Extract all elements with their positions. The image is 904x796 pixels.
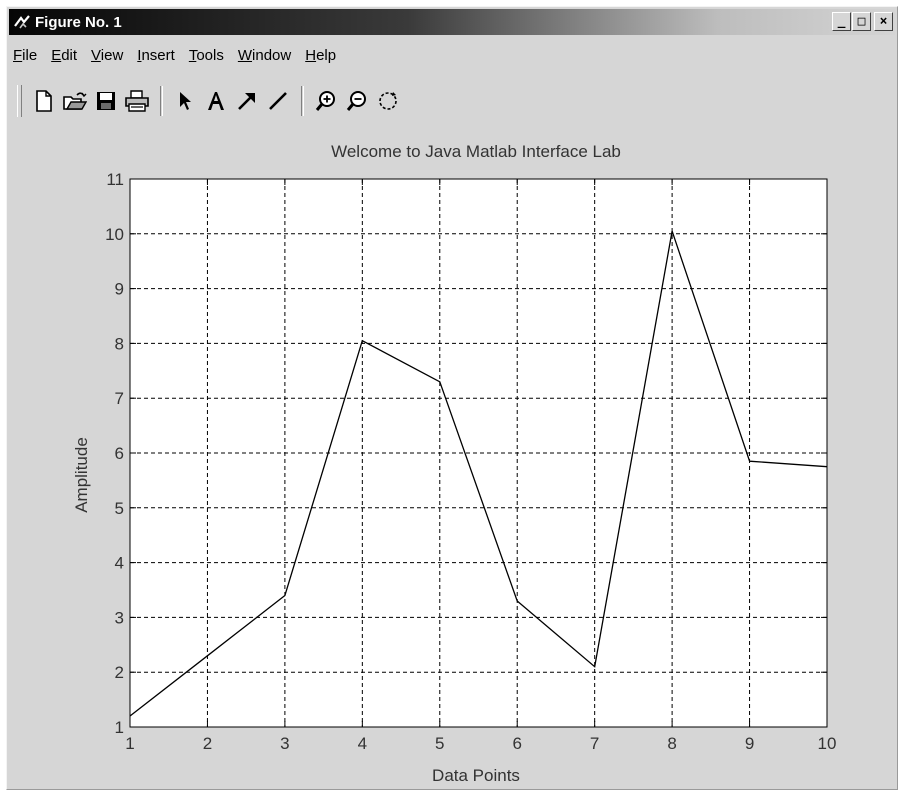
amplitude-line[interactable] [129, 230, 828, 717]
save-icon [97, 92, 115, 110]
maximize-button[interactable]: □ [852, 12, 871, 31]
x-tick-label: 8 [667, 734, 676, 753]
x-tick-label: 6 [512, 734, 521, 753]
x-tick-label: 9 [745, 734, 754, 753]
y-tick-label: 10 [105, 225, 124, 244]
y-axis-label: Amplitude [72, 437, 91, 513]
zoom-in-button[interactable] [312, 86, 340, 116]
insert-line-button[interactable] [264, 86, 292, 116]
x-axis-label: Data Points [432, 766, 520, 785]
menu-window[interactable]: Window [237, 46, 292, 64]
y-tick-label: 1 [115, 718, 124, 737]
menu-bar: File Edit View Insert Tools Window Help [13, 44, 350, 66]
y-tick-label: 5 [115, 499, 124, 518]
print-button[interactable] [123, 86, 151, 116]
x-tick-labels: 1 2 3 4 5 6 7 8 9 10 [125, 734, 836, 753]
print-icon [125, 90, 149, 112]
plot-area: Welcome to Java Matlab Interface Lab 1 2 3… [72, 142, 836, 785]
y-tick-label: 8 [115, 334, 124, 353]
new-figure-button[interactable] [30, 86, 58, 116]
zoom-out-icon [346, 91, 366, 111]
x-tick-label: 1 [125, 734, 134, 753]
text-icon [208, 92, 224, 110]
zoom-out-button[interactable] [343, 86, 371, 116]
menu-edit[interactable]: Edit [51, 46, 78, 64]
figure-canvas: Welcome to Java Matlab Interface Lab 1 2 3… [7, 129, 897, 789]
y-tick-label: 6 [115, 444, 124, 463]
y-tick-label: 3 [115, 608, 124, 627]
rotate-3d-button[interactable] [374, 86, 402, 116]
figure-window: Figure No. 1 _ □ × File Edit View Insert Too… [6, 6, 898, 790]
x-tick-label: 3 [280, 734, 289, 753]
menu-tools[interactable]: Tools [188, 46, 224, 64]
menu-file[interactable]: File [13, 46, 38, 64]
open-folder-icon [63, 92, 87, 110]
line-icon [269, 92, 287, 110]
figure-toolbar [17, 83, 405, 119]
close-button[interactable]: × [874, 12, 893, 31]
y-tick-label: 2 [115, 663, 124, 682]
insert-text-button[interactable] [202, 86, 230, 116]
insert-arrow-button[interactable] [233, 86, 261, 116]
chart-title: Welcome to Java Matlab Interface Lab [331, 142, 621, 161]
menu-insert[interactable]: Insert [137, 46, 175, 64]
axis-ticks [129, 178, 828, 728]
window-title: Figure No. 1 [35, 13, 122, 31]
x-tick-label: 4 [358, 734, 367, 753]
edit-plot-button[interactable] [171, 86, 199, 116]
matlab-figure-icon [13, 13, 31, 31]
open-file-button[interactable] [61, 86, 89, 116]
axes-background[interactable] [129, 178, 828, 728]
y-tick-label: 4 [115, 554, 124, 573]
grid-lines [130, 179, 827, 727]
x-tick-label: 10 [818, 734, 837, 753]
x-tick-label: 5 [435, 734, 444, 753]
title-bar[interactable]: Figure No. 1 _ □ × [9, 9, 895, 35]
rotate-icon [379, 92, 397, 110]
zoom-in-icon [315, 91, 335, 111]
new-document-icon [36, 90, 52, 112]
x-tick-label: 2 [203, 734, 212, 753]
menu-help[interactable]: Help [305, 46, 337, 64]
save-button[interactable] [92, 86, 120, 116]
menu-view[interactable]: View [91, 46, 124, 64]
pointer-arrow-icon [180, 92, 191, 110]
toolbar-grip[interactable] [17, 85, 22, 117]
minimize-button[interactable]: _ [832, 12, 851, 31]
y-tick-labels: 1 2 3 4 5 6 7 8 9 10 11 [105, 170, 124, 737]
y-tick-label: 11 [106, 170, 124, 189]
arrow-icon [238, 93, 255, 110]
toolbar-separator [301, 86, 304, 116]
toolbar-separator [160, 86, 163, 116]
x-tick-label: 7 [590, 734, 599, 753]
y-tick-label: 9 [115, 280, 124, 299]
y-tick-label: 7 [115, 389, 124, 408]
